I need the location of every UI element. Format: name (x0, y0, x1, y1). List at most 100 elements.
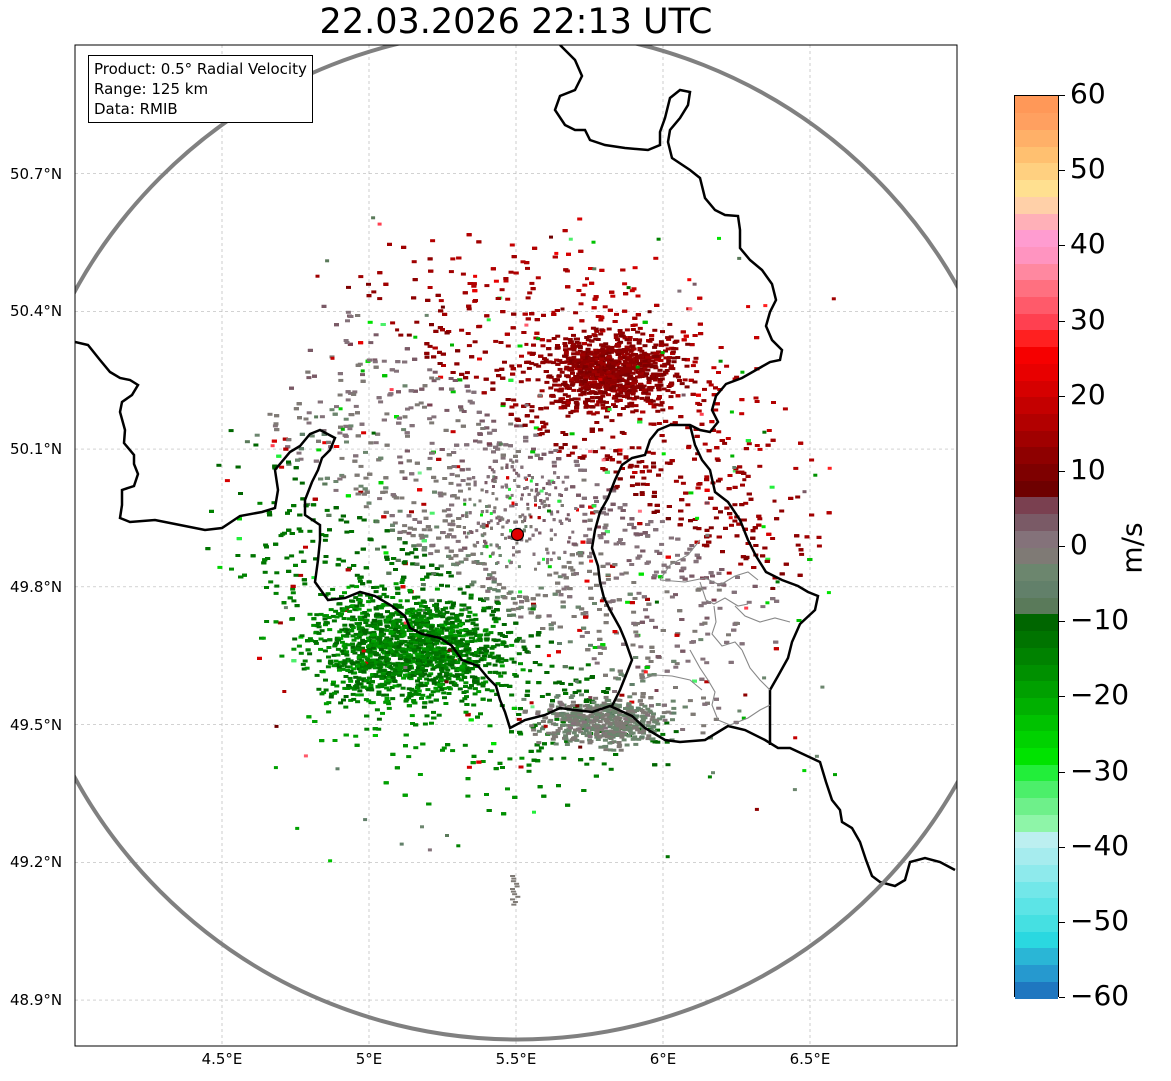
velocity-echo-bin (390, 321, 396, 325)
velocity-echo-bin (609, 290, 615, 294)
velocity-echo-bin (563, 433, 569, 436)
velocity-echo-bin (600, 643, 606, 647)
velocity-echo-bin (273, 542, 279, 546)
velocity-echo-bin (418, 401, 424, 405)
velocity-echo-bin (793, 466, 799, 470)
velocity-echo-bin (456, 571, 462, 575)
velocity-echo-bin (551, 621, 556, 625)
velocity-echo-bin (552, 518, 556, 522)
velocity-echo-bin (573, 409, 579, 413)
velocity-echo-bin (716, 430, 722, 434)
velocity-echo-bin (492, 485, 495, 488)
velocity-echo-bin (697, 296, 703, 300)
velocity-echo-bin (606, 488, 612, 492)
velocity-echo-bin (463, 498, 467, 502)
velocity-echo-bin (503, 658, 509, 662)
velocity-echo-bin (632, 597, 638, 600)
velocity-echo-bin (641, 476, 647, 480)
velocity-echo-bin (406, 459, 412, 463)
velocity-echo-bin (694, 553, 700, 557)
velocity-echo-bin (487, 521, 491, 525)
velocity-echo-bin (593, 572, 599, 576)
velocity-echo-bin (571, 615, 577, 618)
velocity-echo-bin (618, 672, 624, 676)
velocity-echo-bin (469, 684, 474, 687)
velocity-echo-bin (610, 564, 616, 568)
velocity-echo-bin (675, 553, 680, 557)
velocity-echo-bin (537, 663, 543, 667)
velocity-echo-bin (590, 511, 596, 515)
velocity-echo-bin (604, 470, 610, 474)
velocity-echo-bin (696, 393, 701, 397)
velocity-echo-bin (558, 593, 564, 597)
velocity-echo-bin (732, 503, 738, 507)
velocity-echo-bin (738, 562, 744, 566)
velocity-echo-bin (501, 671, 507, 675)
velocity-echo-bin (357, 516, 363, 520)
velocity-echo-bin (456, 525, 462, 528)
velocity-echo-bin (430, 543, 436, 547)
velocity-echo-bin (692, 526, 698, 530)
velocity-echo-bin (434, 525, 440, 529)
velocity-echo-bin (440, 328, 445, 332)
velocity-echo-bin (455, 561, 461, 565)
velocity-echo-bin (277, 621, 283, 625)
velocity-echo-bin (634, 545, 640, 549)
velocity-echo-bin (442, 312, 448, 316)
velocity-echo-bin (651, 494, 657, 498)
velocity-echo-bin (515, 471, 519, 475)
velocity-echo-bin (715, 458, 721, 462)
velocity-echo-bin (338, 518, 344, 522)
velocity-echo-bin (493, 445, 499, 449)
velocity-echo-bin (334, 323, 339, 327)
velocity-echo-bin (283, 447, 289, 451)
velocity-echo-bin (541, 313, 546, 317)
velocity-echo-bin (597, 652, 603, 655)
velocity-echo-bin (492, 663, 498, 667)
velocity-echo-bin (548, 627, 554, 631)
velocity-echo-bin (536, 749, 542, 753)
velocity-echo-bin (499, 288, 505, 292)
velocity-echo-bin (568, 666, 574, 670)
velocity-echo-bin (311, 617, 317, 621)
velocity-echo-bin (519, 756, 525, 760)
velocity-echo-bin (634, 464, 640, 468)
velocity-echo-bin (457, 650, 463, 653)
velocity-echo-bin (692, 334, 698, 337)
velocity-echo-bin (491, 428, 497, 432)
velocity-echo-bin (748, 497, 754, 501)
velocity-echo-bin (380, 490, 386, 494)
velocity-echo-bin (529, 312, 535, 316)
velocity-echo-bin (492, 510, 496, 514)
velocity-echo-bin (548, 640, 554, 644)
velocity-echo-bin (534, 415, 540, 419)
velocity-echo-bin (766, 532, 772, 536)
velocity-echo-bin (578, 561, 584, 565)
velocity-echo-bin (405, 407, 410, 411)
velocity-echo-bin (413, 723, 419, 727)
velocity-echo-bin (466, 307, 472, 311)
velocity-echo-bin (419, 536, 425, 540)
velocity-echo-bin (484, 481, 488, 485)
velocity-echo-bin (345, 319, 350, 323)
velocity-echo-bin (609, 458, 615, 462)
velocity-echo-bin (702, 621, 708, 625)
velocity-echo-bin (287, 596, 293, 600)
velocity-echo-bin (631, 621, 637, 625)
velocity-echo-bin (466, 477, 472, 481)
velocity-echo-bin (665, 555, 671, 559)
velocity-echo-bin (685, 503, 691, 507)
velocity-echo-bin (589, 281, 595, 285)
velocity-echo-bin (469, 583, 475, 587)
velocity-echo-bin (527, 455, 533, 459)
velocity-echo-bin (631, 287, 637, 291)
velocity-echo-bin (623, 455, 629, 459)
velocity-echo-bin (521, 404, 527, 408)
velocity-echo-bin (429, 323, 434, 327)
velocity-echo-bin (344, 530, 350, 534)
velocity-echo-bin (686, 446, 692, 450)
velocity-echo-bin (287, 509, 292, 513)
velocity-echo-bin (489, 576, 495, 580)
velocity-echo-bin (538, 457, 544, 461)
velocity-echo-bin (591, 657, 597, 661)
